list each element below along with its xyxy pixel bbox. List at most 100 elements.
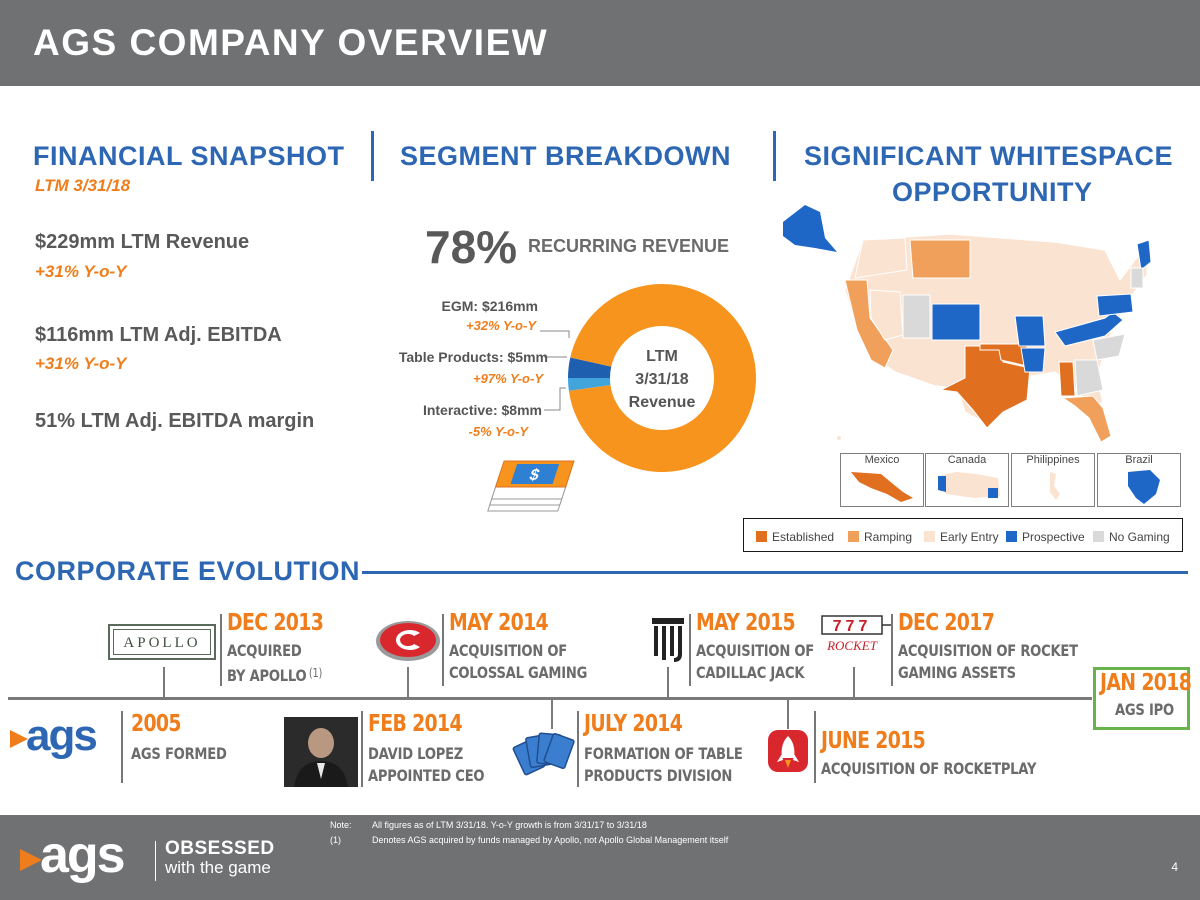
footnote-text: All figures as of LTM 3/31/18. Y-o-Y gro… xyxy=(372,820,647,830)
legend-label: Early Entry xyxy=(940,530,999,544)
revenue-metric: $229mm LTM Revenue xyxy=(35,231,250,253)
legend-label: Established xyxy=(772,530,835,544)
legend-ramping: Ramping xyxy=(848,530,912,544)
event-divider xyxy=(577,711,579,787)
ebitda-growth: +31% Y-o-Y xyxy=(35,354,127,373)
event-desc-text: BY APOLLO xyxy=(227,666,307,685)
northeast-states xyxy=(1130,267,1144,289)
event-desc-line1: AGS FORMED xyxy=(131,744,227,763)
event-date: MAY 2015 xyxy=(696,610,796,636)
footnote-label: Note: xyxy=(330,820,352,830)
footnote-marker: (1) xyxy=(308,666,323,680)
timeline-tick xyxy=(667,667,669,698)
egm-growth: +32% Y-o-Y xyxy=(466,318,536,333)
legend-swatch xyxy=(756,531,767,542)
apollo-logo-text: APOLLO xyxy=(113,629,211,655)
section-divider xyxy=(773,131,776,181)
event-desc-line2: APPOINTED CEO xyxy=(368,766,485,785)
us-map xyxy=(783,205,1152,443)
inset-brazil-label: Brazil xyxy=(1125,454,1153,466)
event-desc-line2: PRODUCTS DIVISION xyxy=(584,766,733,785)
legend-no-gaming: No Gaming xyxy=(1093,530,1170,544)
inset-canada: Canada xyxy=(925,453,1009,507)
event-date: 2005 xyxy=(131,711,182,737)
financial-period: LTM 3/31/18 xyxy=(35,176,131,195)
florida-state xyxy=(1061,395,1112,443)
playing-cards-icon xyxy=(512,732,575,776)
kentucky-virginia-states xyxy=(1054,311,1124,347)
event-date: MAY 2014 xyxy=(449,610,549,636)
hawaii-island xyxy=(837,436,841,440)
inset-mexico: Mexico xyxy=(840,453,924,507)
alabama-state xyxy=(1058,361,1076,397)
interactive-leader-line xyxy=(544,387,566,411)
ags-logo-text: ags xyxy=(26,711,98,760)
montana-state xyxy=(909,239,971,279)
event-desc-line2: COLOSSAL GAMING xyxy=(449,663,588,682)
egm-label: EGM: $216mm xyxy=(441,298,538,314)
california-state xyxy=(844,279,894,369)
event-desc-line1: ACQUISITION OF xyxy=(449,641,568,660)
event-desc-line1: ACQUISITION OF ROCKETPLAY xyxy=(821,759,1037,778)
canada-map xyxy=(938,472,1000,498)
legend-label: Prospective xyxy=(1022,530,1085,544)
event-divider xyxy=(891,614,893,686)
brazil-map xyxy=(1128,470,1160,504)
footer-tagline-line2: with the game xyxy=(165,858,271,877)
event-date: JUNE 2015 xyxy=(821,728,926,754)
event-date: DEC 2017 xyxy=(898,610,995,636)
whitespace-title-line1: SIGNIFICANT WHITESPACE xyxy=(804,141,1174,171)
svg-text:ROCKET: ROCKET xyxy=(826,638,878,653)
corporate-evolution-title: CORPORATE EVOLUTION xyxy=(15,556,361,586)
event-date: JAN 2018 xyxy=(1100,670,1192,696)
ebitda-metric: $116mm LTM Adj. EBITDA xyxy=(35,324,282,346)
event-desc-line2: CADILLAC JACK xyxy=(696,663,805,682)
recurring-revenue-pct: 78% xyxy=(425,221,518,273)
inset-brazil: Brazil xyxy=(1097,453,1181,507)
ipo-box xyxy=(1093,667,1190,730)
legend-established: Established xyxy=(756,530,834,544)
footer-logo-divider xyxy=(155,841,156,881)
inset-canada-label: Canada xyxy=(947,454,987,466)
svg-text:777: 777 xyxy=(833,618,872,635)
recurring-revenue-label: RECURRING REVENUE xyxy=(528,236,730,256)
inset-mexico-label: Mexico xyxy=(864,454,900,466)
segment-breakdown-title: SEGMENT BREAKDOWN xyxy=(400,141,731,171)
event-divider xyxy=(814,711,816,783)
timeline-axis xyxy=(8,697,1092,700)
event-desc-line1: ACQUISITION OF ROCKET xyxy=(898,641,1078,660)
alaska-state xyxy=(783,205,837,252)
interactive-growth: -5% Y-o-Y xyxy=(468,424,528,439)
legend-label: No Gaming xyxy=(1109,530,1170,544)
footer-tagline-line1: OBSESSED xyxy=(165,838,275,859)
pennsylvania-state xyxy=(1096,293,1134,317)
apollo-logo: APOLLO xyxy=(108,624,216,660)
donut-center-label: LTM 3/31/18 Revenue xyxy=(612,345,712,414)
event-desc-line2: BY APOLLO (1) xyxy=(227,662,322,687)
egm-leader-line xyxy=(540,330,570,338)
event-divider xyxy=(442,614,444,686)
rocketplay-icon xyxy=(768,730,808,772)
person-silhouette-icon xyxy=(294,728,348,787)
timeline-tick xyxy=(551,699,553,729)
event-date: JULY 2014 xyxy=(584,711,683,737)
utah-state xyxy=(902,294,931,339)
legend-swatch xyxy=(1093,531,1104,542)
timeline-tick xyxy=(787,699,789,729)
donut-center-line: 3/31/18 xyxy=(635,371,689,388)
donut-slice-interactive xyxy=(568,357,612,378)
legend-swatch xyxy=(924,531,935,542)
missouri-state xyxy=(1014,315,1046,347)
event-divider xyxy=(361,711,363,787)
event-desc-line1: DAVID LOPEZ xyxy=(368,744,464,763)
footnote-label: (1) xyxy=(330,835,341,845)
timeline-tick xyxy=(853,667,855,698)
footer-bar: ags xyxy=(0,815,1200,900)
event-desc-line1: FORMATION OF TABLE xyxy=(584,744,743,763)
section-divider xyxy=(371,131,374,181)
event-divider xyxy=(689,614,691,686)
footer-ags-logo-text: ags xyxy=(40,826,126,884)
revenue-growth: +31% Y-o-Y xyxy=(35,262,127,281)
header-bar: AGS COMPANY OVERVIEW xyxy=(0,0,1200,86)
